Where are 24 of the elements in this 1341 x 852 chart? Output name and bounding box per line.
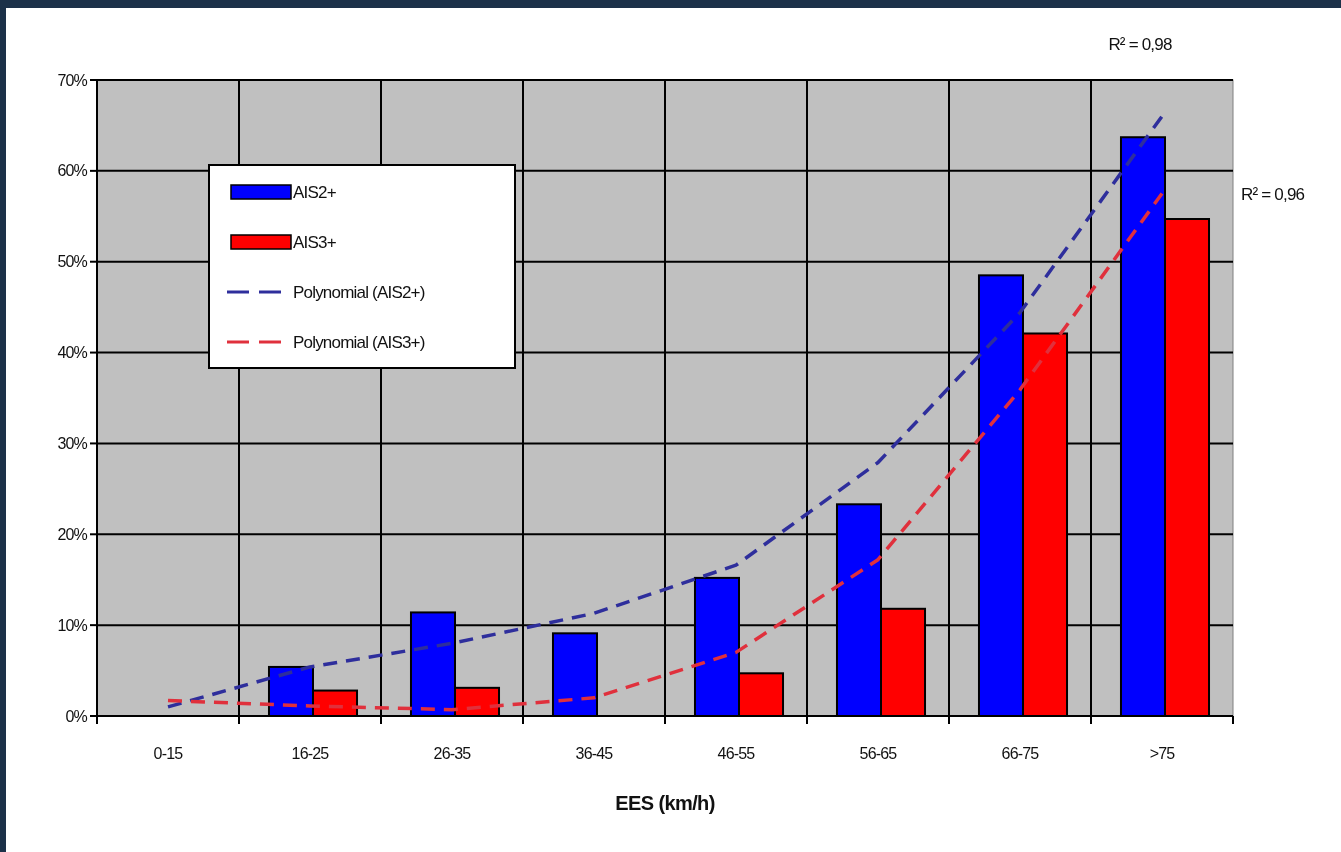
y-tick-label: 40% [57,344,88,362]
x-tick-label: 56-65 [859,744,898,762]
text: R² = 0,96 [1241,184,1305,204]
legend-label: Polynomial (AIS2+) [293,282,425,302]
y-tick-label: 50% [57,253,88,271]
x-tick-label: 0-15 [153,744,184,762]
legend-label: AIS3+ [293,232,337,252]
y-tick-label: 60% [57,162,88,180]
x-axis-title: EES (km/h) [615,792,715,814]
x-tick-label: 66-75 [1001,744,1040,762]
legend-label: Polynomial (AIS3+) [293,332,425,352]
y-tick-label: 20% [57,525,88,543]
x-tick-label: 36-45 [575,744,614,762]
y-tick-label: 0% [65,707,88,725]
y-tick-label: 10% [57,616,88,634]
y-tick-label: 30% [57,435,88,453]
x-tick-label: >75 [1149,744,1176,762]
legend-label: AIS2+ [293,182,337,202]
text: R² = 0,98 [1108,34,1172,54]
y-tick-label: 70% [57,71,88,89]
bar [551,632,598,717]
x-tick-label: 26-35 [433,744,472,762]
x-tick-label: 16-25 [291,744,330,762]
x-tick-label: 46-55 [717,744,756,762]
